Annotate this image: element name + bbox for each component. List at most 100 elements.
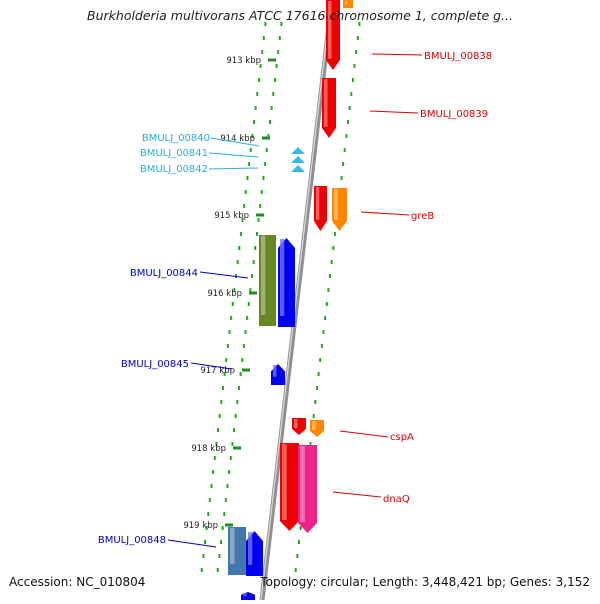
steelblue-gene-00847[interactable] xyxy=(228,527,246,575)
track-dot xyxy=(254,246,257,250)
track-dot xyxy=(204,540,206,544)
track-dot xyxy=(200,568,203,572)
ruler-tick xyxy=(242,368,250,372)
track-dot xyxy=(251,134,254,138)
ruler-label: 919 kbp xyxy=(183,521,218,531)
gene-label-dnaq[interactable]: dnaQ xyxy=(332,491,410,505)
blue-gene-bottom[interactable] xyxy=(241,592,255,600)
track-dot xyxy=(246,316,249,320)
svg-text:dnaQ: dnaQ xyxy=(383,494,410,505)
gene-label-bmulj-00841[interactable]: BMULJ_00841 xyxy=(140,148,259,159)
orange-gene-cspa[interactable] xyxy=(310,420,324,437)
track-dot xyxy=(241,358,244,362)
track-dot xyxy=(236,400,239,404)
track-dot xyxy=(314,400,317,404)
orange-gene-greb[interactable] xyxy=(332,188,347,231)
track-dot xyxy=(249,288,252,292)
track-dot xyxy=(208,498,211,502)
track-dot xyxy=(262,176,265,180)
track-dot xyxy=(296,554,299,558)
gene-bmulj-00840-shape[interactable] xyxy=(291,147,305,154)
track-dot xyxy=(351,78,354,82)
feature-layer[interactable] xyxy=(228,0,353,600)
gene-cspa[interactable] xyxy=(292,418,306,435)
track-dot xyxy=(242,344,245,348)
track-dot xyxy=(224,498,227,502)
track-dot xyxy=(267,134,270,138)
gene-label-bmulj-00842[interactable]: BMULJ_00842 xyxy=(140,164,259,175)
magenta-gene-dnaq[interactable] xyxy=(298,445,317,533)
accession-text: Accession: NC_010804 xyxy=(9,575,146,589)
track-dot xyxy=(322,330,325,334)
svg-text:BMULJ_00844: BMULJ_00844 xyxy=(130,268,198,279)
track-dot xyxy=(217,428,220,432)
ruler-label: 917 kbp xyxy=(200,366,235,376)
track-dot xyxy=(215,442,218,446)
track-dot xyxy=(234,414,237,418)
orange-gene-top[interactable] xyxy=(343,0,353,8)
svg-text:cspA: cspA xyxy=(390,432,414,443)
svg-text:BMULJ_00842: BMULJ_00842 xyxy=(140,164,208,175)
track-dot xyxy=(205,526,208,530)
track-dot xyxy=(358,22,361,26)
topology-summary: Topology: circular; Length: 3,448,421 bp… xyxy=(260,575,590,589)
track-dot xyxy=(255,232,258,236)
label-layer[interactable]: BMULJ_00838 BMULJ_00839 BMULJ_00840 BMULJ_0… xyxy=(98,51,492,548)
track-dot xyxy=(273,78,276,82)
track-dot xyxy=(298,540,300,544)
track-dot xyxy=(212,470,215,474)
track-dot xyxy=(249,148,252,152)
track-dot xyxy=(218,414,221,418)
track-dot xyxy=(207,512,210,516)
track-dot xyxy=(330,260,333,264)
track-dot xyxy=(356,36,359,40)
ruler-layer: 913 kbp 914 kbp 915 kbp 916 kbp 917 kbp 918 k… xyxy=(183,56,276,531)
gene-label-bmulj-00848[interactable]: BMULJ_00848 xyxy=(98,535,217,548)
track-dot xyxy=(261,50,264,54)
track-dot xyxy=(228,330,231,334)
track-dot xyxy=(320,344,323,348)
gene-bmulj-00845[interactable] xyxy=(271,364,285,385)
olive-gene-00843[interactable] xyxy=(259,235,276,326)
gene-label-cspa[interactable]: cspA xyxy=(339,430,414,443)
gene-bmulj-00838[interactable] xyxy=(326,0,340,70)
gene-label-bmulj-00844[interactable]: BMULJ_00844 xyxy=(130,268,249,279)
track-dot xyxy=(228,470,231,474)
ruler-label: 913 kbp xyxy=(226,56,261,66)
track-dot xyxy=(312,414,315,418)
ruler-tick xyxy=(249,291,257,295)
gene-bmulj-00844[interactable] xyxy=(278,238,295,327)
track-dot xyxy=(244,330,247,334)
gene-label-greb[interactable]: greB xyxy=(360,211,434,222)
track-dot xyxy=(229,456,232,460)
gene-bmulj-00842-shape[interactable] xyxy=(291,165,305,172)
gene-label-bmulj-00845[interactable]: BMULJ_00845 xyxy=(121,359,233,370)
track-dot xyxy=(248,162,251,166)
track-dot xyxy=(247,302,250,306)
track-dot xyxy=(223,512,226,516)
track-dot xyxy=(221,386,224,390)
track-dot xyxy=(299,526,302,530)
track-dot xyxy=(342,162,345,166)
track-dot xyxy=(254,106,257,110)
gene-dnaq[interactable] xyxy=(280,443,299,531)
track-dot xyxy=(353,64,356,68)
gene-bmulj-00839[interactable] xyxy=(322,78,336,138)
track-dot xyxy=(239,232,242,236)
track-dot xyxy=(231,442,234,446)
ruler-label: 916 kbp xyxy=(207,289,242,299)
gene-label-bmulj-00839[interactable]: BMULJ_00839 xyxy=(369,109,488,120)
svg-text:BMULJ_00845: BMULJ_00845 xyxy=(121,359,189,370)
track-dot xyxy=(262,36,265,40)
gene-label-bmulj-00838[interactable]: BMULJ_00838 xyxy=(371,51,492,62)
gene-greb[interactable] xyxy=(314,186,327,231)
track-dot xyxy=(251,274,254,278)
track-dot xyxy=(325,302,328,306)
gene-bmulj-00848[interactable] xyxy=(246,531,263,576)
track-dot xyxy=(280,22,283,26)
gene-bmulj-00841-shape[interactable] xyxy=(291,156,305,163)
gene-label-bmulj-00840[interactable]: BMULJ_00840 xyxy=(142,133,260,147)
track-dot xyxy=(252,260,255,264)
